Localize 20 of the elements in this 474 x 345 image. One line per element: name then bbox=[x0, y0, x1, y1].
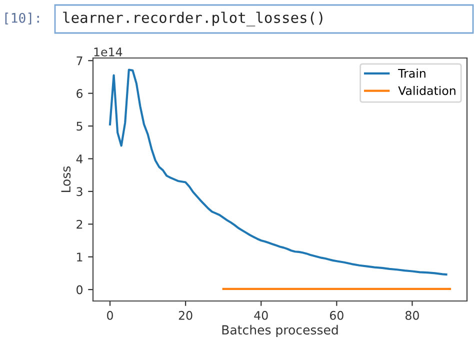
y-tick-label: 0 bbox=[76, 285, 82, 294]
legend-label: Validation bbox=[398, 86, 456, 96]
y-tick-label: 5 bbox=[76, 122, 82, 131]
y-tick-label: 2 bbox=[76, 220, 82, 229]
y-tick-label: 7 bbox=[76, 56, 82, 66]
y-tick-label: 1 bbox=[77, 252, 82, 262]
y-tick-label: 6 bbox=[76, 89, 83, 98]
y-tick-label: 4 bbox=[76, 154, 83, 164]
text: [10]: bbox=[5, 12, 39, 24]
text: 1e14 bbox=[94, 48, 122, 56]
x-tick-label: 20 bbox=[178, 310, 192, 320]
x-axis-title: Batches processed bbox=[222, 324, 338, 338]
x-tick-label: 0 bbox=[107, 310, 113, 320]
x-tick-label: 40 bbox=[254, 310, 268, 320]
x-tick-label: 80 bbox=[406, 310, 419, 320]
text: learner.recorder.plot_losses() bbox=[63, 12, 322, 26]
y-axis-title: Loss bbox=[61, 166, 71, 192]
y-tick-label: 3 bbox=[76, 187, 82, 196]
x-tick-label: 60 bbox=[330, 310, 344, 320]
legend-label: Train bbox=[398, 68, 426, 78]
